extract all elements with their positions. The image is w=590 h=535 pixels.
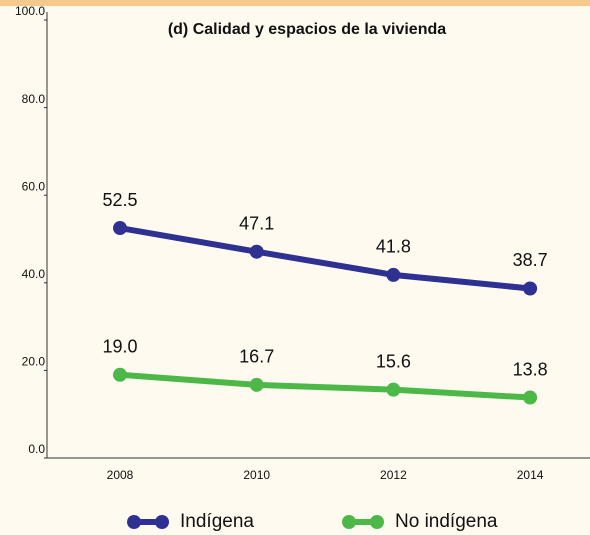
y-tick-label: 20.0 bbox=[22, 355, 46, 369]
x-tick-label: 2014 bbox=[517, 468, 544, 482]
legend-label: Indígena bbox=[180, 511, 254, 532]
data-point bbox=[249, 244, 264, 259]
y-tick-label: 0.0 bbox=[28, 442, 45, 456]
chart-title: (d) Calidad y espacios de la vivienda bbox=[168, 21, 446, 38]
legend-marker bbox=[155, 515, 169, 529]
series-line bbox=[119, 371, 531, 401]
y-tick-label: 80.0 bbox=[22, 92, 46, 106]
data-label: 16.7 bbox=[239, 347, 274, 367]
legend-label: No indígena bbox=[395, 511, 498, 532]
x-tick-label: 2010 bbox=[243, 468, 270, 482]
data-label: 38.7 bbox=[513, 250, 548, 270]
data-point bbox=[523, 281, 538, 296]
data-label: 13.8 bbox=[513, 359, 548, 379]
y-tick-label: 60.0 bbox=[22, 179, 46, 193]
data-point bbox=[386, 267, 401, 282]
legend-marker bbox=[127, 515, 141, 529]
data-point bbox=[523, 390, 538, 405]
x-tick-label: 2008 bbox=[107, 468, 134, 482]
data-point bbox=[386, 382, 401, 397]
y-tick-label: 40.0 bbox=[22, 267, 46, 281]
data-label: 52.5 bbox=[102, 190, 137, 210]
data-label: 47.1 bbox=[239, 213, 274, 233]
data-point bbox=[113, 221, 127, 236]
series-line bbox=[119, 225, 531, 292]
top-band bbox=[0, 0, 590, 6]
legend-marker bbox=[370, 515, 384, 529]
data-label: 19.0 bbox=[102, 337, 137, 357]
data-label: 41.8 bbox=[376, 237, 411, 257]
y-tick-label: 100.0 bbox=[15, 4, 45, 18]
legend-marker bbox=[342, 515, 356, 529]
data-label: 15.6 bbox=[376, 351, 411, 371]
x-tick-label: 2012 bbox=[380, 468, 407, 482]
data-point bbox=[113, 367, 127, 382]
data-point bbox=[249, 377, 264, 392]
